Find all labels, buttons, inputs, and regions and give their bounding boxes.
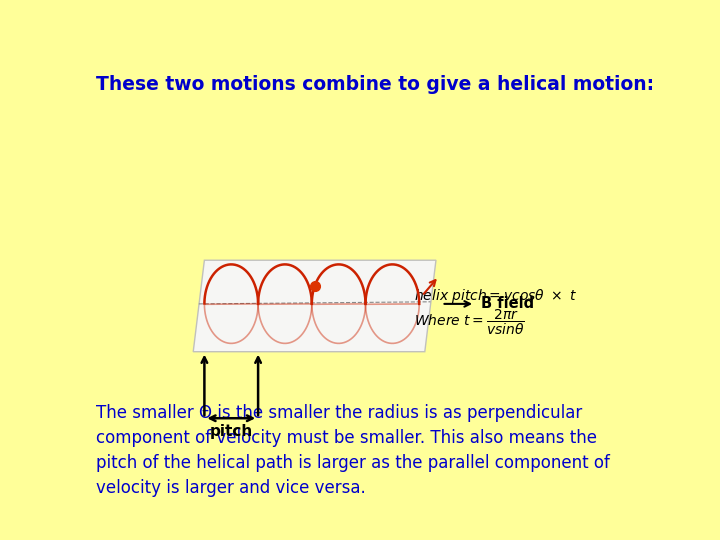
Text: $Where\ t = \dfrac{2\pi r}{vsin\theta}$: $Where\ t = \dfrac{2\pi r}{vsin\theta}$ [413, 308, 524, 338]
Text: The smaller Θ is the smaller the radius is as perpendicular
component of velocit: The smaller Θ is the smaller the radius … [96, 404, 609, 497]
Text: pitch: pitch [210, 424, 253, 440]
Text: B field: B field [481, 296, 534, 312]
Text: $helix\ pitch = vcos\theta\ \times\ t$: $helix\ pitch = vcos\theta\ \times\ t$ [413, 287, 577, 305]
Text: These two motions combine to give a helical motion:: These two motions combine to give a heli… [96, 75, 654, 94]
Polygon shape [193, 260, 436, 352]
